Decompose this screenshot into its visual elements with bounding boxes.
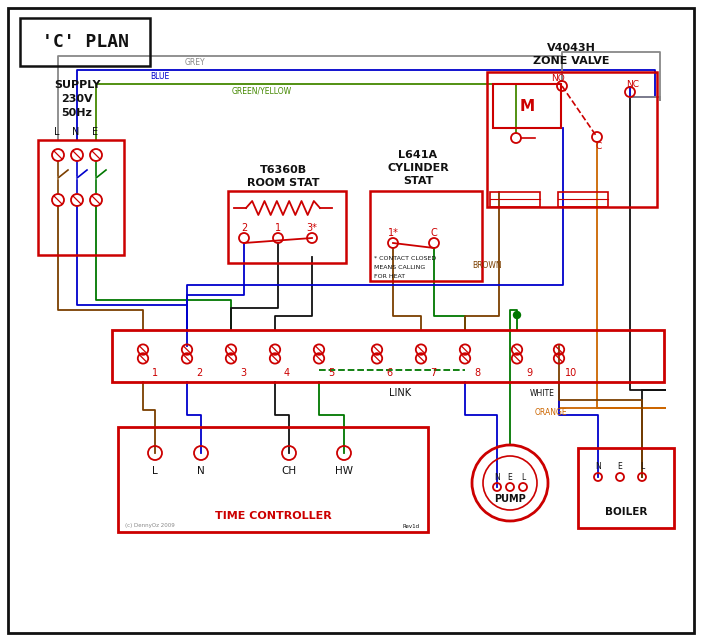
Text: GREY: GREY bbox=[185, 58, 206, 67]
Text: L641A: L641A bbox=[399, 150, 437, 160]
Text: N: N bbox=[72, 127, 80, 137]
Bar bbox=[20, 18, 150, 66]
Bar bbox=[38, 140, 124, 255]
Text: 3: 3 bbox=[240, 368, 246, 378]
Text: BOILER: BOILER bbox=[605, 507, 647, 517]
Text: 7: 7 bbox=[430, 368, 436, 378]
Text: Rev1d: Rev1d bbox=[403, 524, 420, 528]
Text: N: N bbox=[197, 466, 205, 476]
Text: 1: 1 bbox=[152, 368, 158, 378]
Text: L: L bbox=[152, 466, 158, 476]
Text: ROOM STAT: ROOM STAT bbox=[246, 178, 319, 188]
Text: 5: 5 bbox=[328, 368, 334, 378]
Text: E: E bbox=[618, 462, 623, 470]
Text: N: N bbox=[595, 462, 601, 470]
Circle shape bbox=[513, 312, 520, 319]
Text: FOR HEAT: FOR HEAT bbox=[374, 274, 405, 278]
Text: 'C' PLAN: 'C' PLAN bbox=[41, 33, 128, 51]
Text: WHITE: WHITE bbox=[530, 388, 555, 397]
Text: STAT: STAT bbox=[403, 176, 433, 186]
Text: 1: 1 bbox=[275, 223, 281, 233]
Text: M: M bbox=[519, 99, 534, 113]
Text: ORANGE: ORANGE bbox=[535, 408, 568, 417]
Bar bbox=[228, 191, 346, 263]
Text: TIME CONTROLLER: TIME CONTROLLER bbox=[215, 511, 331, 521]
Text: 10: 10 bbox=[565, 368, 577, 378]
Text: ZONE VALVE: ZONE VALVE bbox=[533, 56, 609, 66]
Text: NO: NO bbox=[551, 74, 565, 83]
Bar bbox=[370, 191, 482, 281]
Text: CYLINDER: CYLINDER bbox=[387, 163, 449, 173]
Text: GREEN/YELLOW: GREEN/YELLOW bbox=[232, 87, 292, 96]
Text: LINK: LINK bbox=[389, 388, 411, 398]
Text: BROWN: BROWN bbox=[472, 260, 502, 269]
Bar bbox=[493, 84, 561, 128]
Bar bbox=[578, 448, 674, 528]
Text: PUMP: PUMP bbox=[494, 494, 526, 504]
Text: 3*: 3* bbox=[307, 223, 317, 233]
Bar bbox=[112, 330, 664, 382]
Text: T6360B: T6360B bbox=[260, 165, 307, 175]
Text: CH: CH bbox=[282, 466, 296, 476]
Text: * CONTACT CLOSED: * CONTACT CLOSED bbox=[374, 256, 436, 260]
Text: SUPPLY: SUPPLY bbox=[54, 80, 100, 90]
Text: 9: 9 bbox=[526, 368, 532, 378]
Text: 6: 6 bbox=[386, 368, 392, 378]
Text: 4: 4 bbox=[284, 368, 290, 378]
Text: L: L bbox=[54, 127, 60, 137]
Text: V4043H: V4043H bbox=[547, 43, 595, 53]
Bar bbox=[490, 192, 540, 207]
Text: 2: 2 bbox=[196, 368, 202, 378]
Text: C: C bbox=[430, 228, 437, 238]
Text: L: L bbox=[640, 462, 644, 470]
Text: 2: 2 bbox=[241, 223, 247, 233]
Text: L: L bbox=[521, 472, 525, 481]
Text: (c) DennyOz 2009: (c) DennyOz 2009 bbox=[125, 524, 175, 528]
Text: 8: 8 bbox=[474, 368, 480, 378]
Text: HW: HW bbox=[335, 466, 353, 476]
Bar bbox=[118, 427, 428, 532]
Text: MEANS CALLING: MEANS CALLING bbox=[374, 265, 425, 269]
Text: E: E bbox=[92, 127, 98, 137]
Bar bbox=[487, 72, 657, 207]
Text: 1*: 1* bbox=[388, 228, 399, 238]
Text: C: C bbox=[596, 142, 602, 151]
Text: 230V: 230V bbox=[61, 94, 93, 104]
Text: N: N bbox=[494, 472, 500, 481]
Text: E: E bbox=[508, 472, 512, 481]
Text: BLUE: BLUE bbox=[150, 72, 169, 81]
Bar bbox=[558, 192, 608, 207]
Text: NC: NC bbox=[626, 79, 640, 88]
Text: 50Hz: 50Hz bbox=[62, 108, 93, 118]
